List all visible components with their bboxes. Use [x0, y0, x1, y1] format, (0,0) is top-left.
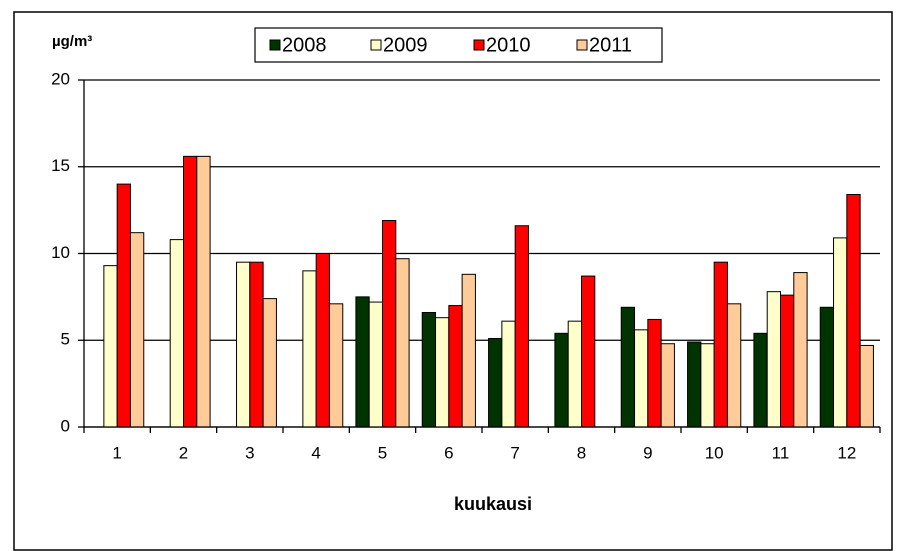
x-axis-label: kuukausi — [454, 494, 532, 514]
legend-box — [254, 27, 663, 63]
bar — [567, 320, 583, 428]
bar — [660, 343, 675, 428]
legend-label: 2011 — [589, 34, 632, 56]
y-axis-label: µg/m³ — [52, 33, 92, 50]
x-tick-label: 3 — [245, 443, 254, 462]
x-tick-label: 8 — [577, 443, 586, 462]
bar — [713, 261, 728, 428]
bar — [169, 239, 184, 428]
bar — [435, 317, 450, 428]
bar — [183, 155, 198, 428]
y-tick-label: 0 — [61, 416, 70, 435]
legend-swatch — [269, 39, 281, 51]
legend-swatch — [576, 39, 588, 51]
bar — [620, 306, 636, 428]
x-tick-label: 5 — [378, 443, 387, 462]
bar — [355, 296, 370, 428]
bar — [249, 261, 264, 428]
bar — [514, 225, 529, 428]
bar — [328, 303, 344, 428]
legend-label: 2009 — [383, 34, 428, 56]
bar — [421, 311, 437, 428]
bar — [554, 332, 569, 428]
bar — [488, 338, 503, 428]
bar — [461, 273, 476, 428]
y-tick-label: 15 — [51, 156, 70, 175]
bar — [753, 332, 768, 428]
x-tick-label: 9 — [643, 443, 652, 462]
bar — [634, 329, 649, 428]
x-tick-label: 10 — [705, 443, 724, 462]
bar — [859, 344, 874, 428]
x-tick-label: 4 — [311, 443, 320, 462]
bar — [382, 220, 397, 428]
y-tick-label: 10 — [51, 243, 70, 262]
bar — [726, 303, 742, 428]
bar — [302, 270, 317, 428]
bar — [766, 291, 782, 428]
x-tick-label: 1 — [112, 443, 121, 462]
legend-swatch — [370, 39, 382, 51]
bar — [368, 301, 384, 428]
bar — [501, 320, 516, 428]
bar — [581, 275, 596, 428]
legend-swatch — [473, 39, 485, 51]
bar — [833, 237, 848, 428]
x-tick-label: 7 — [510, 443, 519, 462]
bar — [793, 272, 808, 428]
legend-label: 2008 — [282, 34, 327, 56]
x-tick-label: 12 — [837, 443, 856, 462]
legend-label: 2010 — [486, 34, 531, 56]
y-tick-label: 5 — [61, 330, 70, 349]
bar — [819, 306, 835, 428]
bar — [700, 343, 715, 428]
bar — [196, 155, 211, 428]
bar — [395, 258, 410, 428]
bar — [647, 318, 662, 428]
x-tick-label: 2 — [179, 443, 188, 462]
bar — [262, 298, 277, 428]
x-tick-label: 6 — [444, 443, 453, 462]
bar — [236, 261, 251, 428]
bar — [780, 294, 795, 428]
chart-frame — [13, 11, 893, 551]
bar — [129, 232, 145, 428]
bar — [687, 341, 702, 428]
bar — [103, 265, 118, 428]
y-tick-label: 20 — [51, 69, 70, 88]
bar — [448, 305, 463, 428]
bar — [315, 253, 330, 428]
x-tick-label: 11 — [772, 443, 790, 462]
bar — [116, 183, 131, 428]
bar — [846, 194, 861, 428]
